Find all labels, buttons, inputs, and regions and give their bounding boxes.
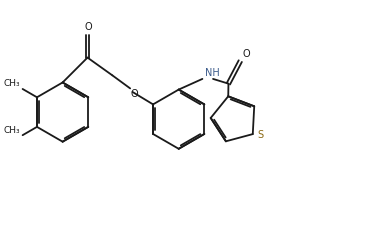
- Text: S: S: [257, 130, 263, 140]
- Text: O: O: [131, 89, 138, 99]
- Text: O: O: [243, 49, 250, 59]
- Text: NH: NH: [205, 68, 220, 78]
- Text: CH₃: CH₃: [4, 79, 20, 88]
- Text: O: O: [84, 22, 92, 32]
- Text: CH₃: CH₃: [4, 126, 20, 135]
